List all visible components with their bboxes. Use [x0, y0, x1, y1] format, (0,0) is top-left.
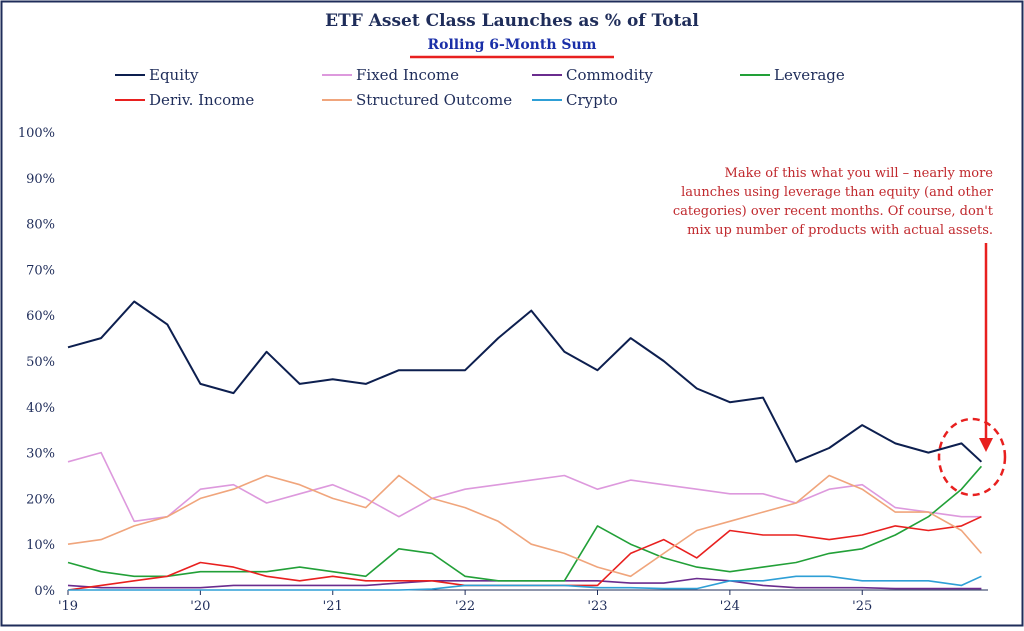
legend-label: Commodity	[566, 66, 653, 84]
y-tick-label: 70%	[26, 263, 55, 278]
x-tick-label: '19	[58, 599, 78, 614]
arrow-head	[979, 438, 993, 452]
legend-label: Crypto	[566, 91, 618, 109]
legend-label: Fixed Income	[356, 66, 459, 84]
x-tick-label: '20	[190, 599, 210, 614]
annotation-line: launches using leverage than equity (and…	[681, 185, 994, 200]
y-tick-label: 20%	[26, 492, 55, 507]
y-tick-label: 100%	[18, 126, 55, 141]
x-tick-label: '22	[455, 599, 475, 614]
y-tick-label: 80%	[26, 218, 55, 233]
legend-label: Equity	[149, 66, 199, 84]
highlight-circle	[937, 417, 1007, 497]
series-line	[67, 451, 982, 523]
legend-label: Leverage	[774, 66, 845, 84]
series-line	[67, 465, 983, 582]
annotation-line: mix up number of products with actual as…	[687, 223, 993, 238]
y-tick-label: 40%	[26, 401, 55, 416]
chart-subtitle: Rolling 6-Month Sum	[428, 37, 597, 53]
series-line	[68, 575, 982, 591]
annotation-line: Make of this what you will – nearly more	[725, 166, 994, 181]
y-tick-label: 90%	[26, 172, 55, 187]
y-tick-label: 10%	[26, 538, 55, 553]
legend-label: Deriv. Income	[149, 91, 254, 109]
y-tick-label: 30%	[26, 447, 55, 462]
x-tick-label: '23	[587, 599, 607, 614]
x-tick-label: '24	[720, 599, 740, 614]
series-line	[67, 474, 983, 578]
y-tick-label: 60%	[26, 309, 55, 324]
x-tick-label: '21	[323, 599, 343, 614]
x-tick-label: '25	[852, 599, 872, 614]
annotation: Make of this what you will – nearly more…	[673, 166, 994, 238]
chart-title: ETF Asset Class Launches as % of Total	[325, 11, 699, 31]
y-tick-label: 0%	[34, 584, 55, 599]
legend-label: Structured Outcome	[356, 91, 512, 109]
annotation-line: categories) over recent months. Of cours…	[673, 204, 994, 219]
series-line	[67, 300, 983, 463]
y-tick-label: 50%	[26, 355, 55, 370]
